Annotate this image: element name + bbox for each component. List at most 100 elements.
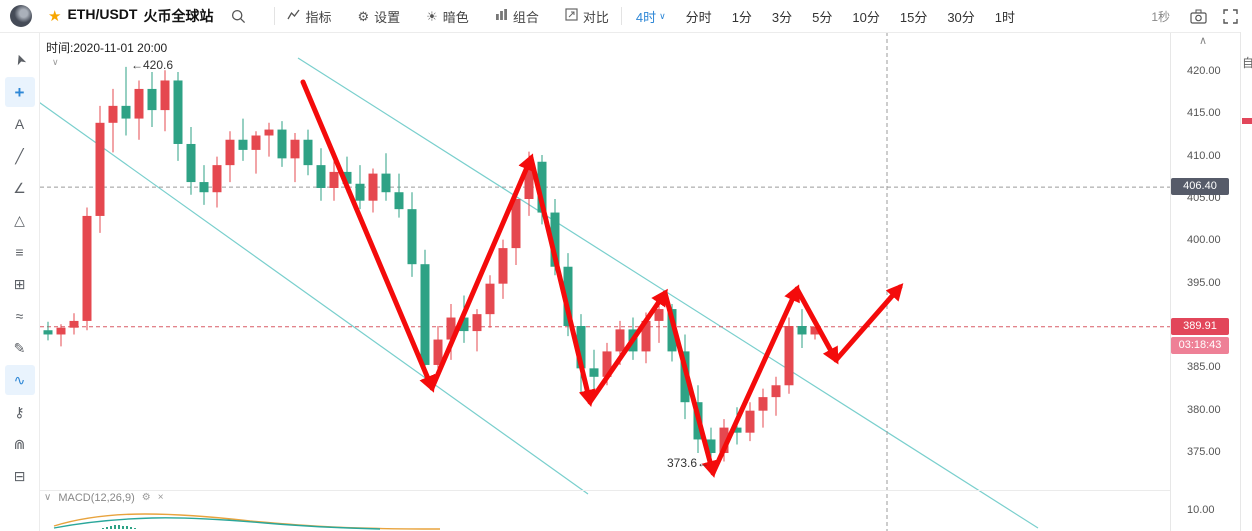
candle — [784, 326, 794, 386]
candle — [719, 427, 729, 454]
tool-button-settings[interactable]: ⚙ 设置 — [357, 7, 400, 26]
candle — [472, 314, 482, 332]
candle — [641, 320, 651, 352]
timeframe-label: 分时 — [685, 9, 712, 25]
price-axis[interactable]: ∧ 10.00 420.00 415.00 410.00 405.00 400.00 39… — [1170, 32, 1241, 531]
timeframe-button[interactable]: 10分 — [852, 7, 879, 26]
macd-label: MACD(12,26,9) — [58, 492, 135, 504]
draw-tool-trend-line[interactable]: ╱ — [5, 141, 35, 171]
fullscreen-icon[interactable] — [1223, 8, 1238, 24]
macd-settings-icon[interactable]: ⚙ — [141, 492, 151, 503]
draw-tool-grid[interactable]: ⊞ — [5, 269, 35, 299]
chart-tools-group: 指标 ⚙ 设置 ☀ 暗色 组合 对比 — [287, 7, 609, 26]
tool-button-indicators[interactable]: 指标 — [287, 7, 331, 26]
timeframe-button[interactable]: 分时 — [686, 7, 712, 26]
cursor-icon: ➤ — [9, 51, 30, 69]
candle — [771, 385, 781, 398]
candle — [550, 212, 560, 267]
draw-tool-magnet[interactable]: ⋒ — [5, 429, 35, 459]
candle — [511, 199, 521, 249]
draw-tool-brush[interactable]: ✎ — [5, 333, 35, 363]
draw-tool-crosshair[interactable]: + — [4, 77, 35, 107]
timeframe-button[interactable]: 3分 — [772, 7, 792, 26]
crosshair-time-label: 时间:2020-11-01 20:00 — [46, 41, 168, 55]
camera-icon[interactable] — [1190, 9, 1207, 24]
macd-curves — [53, 513, 441, 530]
symbol-title: ETH/USDT 火币全球站 — [67, 6, 213, 26]
favorite-star-icon[interactable]: ★ — [48, 8, 62, 25]
timeframe-button[interactable]: 15分 — [900, 7, 927, 26]
timeframe-button[interactable]: 1分 — [732, 7, 752, 26]
price-axis-label: 420.00 — [1187, 65, 1221, 77]
tool-label: 暗色 — [442, 9, 469, 25]
candle — [316, 165, 326, 188]
candle — [420, 264, 430, 365]
price-axis-label: 375.00 — [1187, 446, 1221, 458]
draw-tool-panel[interactable]: ⊟ — [5, 461, 35, 491]
tool-button-dark-mode[interactable]: ☀ 暗色 — [426, 7, 469, 26]
timeframe-label: 1时 — [994, 9, 1016, 25]
timeframe-label: 1分 — [731, 9, 752, 25]
draw-tool-shapes[interactable]: △ — [5, 205, 35, 235]
price-axis-label: 395.00 — [1187, 276, 1221, 289]
parallel-lines-icon: ≡ — [15, 244, 24, 260]
settings-icon: ⚙ — [357, 8, 370, 24]
edge-panel-text-fragment: 自 — [1242, 54, 1252, 71]
candle — [563, 266, 573, 327]
candle — [108, 105, 118, 123]
timeframe-label: 10分 — [852, 9, 880, 25]
indicators-icon — [287, 8, 300, 24]
pane-collapse-icon[interactable]: ∨ — [52, 57, 59, 67]
tool-button-combine[interactable]: 组合 — [495, 7, 539, 26]
timeframe-button[interactable]: 4时 ∨ — [636, 7, 666, 26]
draw-tool-curve-arrow[interactable]: ∿ — [4, 365, 35, 395]
exchange-name: 火币全球站 — [143, 8, 214, 24]
right-edge-panel[interactable]: 自 — [1240, 32, 1252, 531]
candle — [524, 161, 534, 200]
drawing-toolbar: ➤ + A ╱ ∠ △ ≡ ⊞ ≈ ✎ ∿ ⚷ ⋒ ⊟ — [0, 33, 40, 531]
candle — [121, 105, 131, 119]
candle — [381, 173, 391, 193]
draw-tool-wave[interactable]: ≈ — [5, 301, 35, 331]
trend-arrow-annotation[interactable] — [300, 79, 904, 478]
draw-tool-parallel-lines[interactable]: ≡ — [5, 237, 35, 267]
tick-interval-button[interactable]: 1秒 — [1151, 9, 1170, 24]
candle — [368, 173, 378, 201]
candle — [238, 139, 248, 150]
draw-tool-cursor[interactable]: ➤ — [5, 45, 35, 75]
pane-divider — [40, 490, 1252, 491]
combine-icon — [495, 8, 508, 24]
candle — [355, 183, 365, 201]
draw-tool-fibonacci[interactable]: ∠ — [5, 173, 35, 203]
candle — [394, 192, 404, 210]
draw-tool-text[interactable]: A — [5, 109, 35, 139]
search-icon[interactable] — [231, 9, 246, 24]
candle — [82, 215, 92, 321]
candle — [134, 88, 144, 119]
tool-label: 组合 — [512, 9, 539, 25]
timeframe-label: 30分 — [947, 9, 975, 25]
timeframe-button[interactable]: 5分 — [812, 7, 832, 26]
timeframe-button[interactable]: 1时 — [995, 7, 1015, 26]
macd-close-icon[interactable]: × — [157, 492, 164, 503]
draw-tool-lock[interactable]: ⚷ — [5, 397, 35, 427]
header-toolbar: ★ ETH/USDT 火币全球站 指标 ⚙ 设置 ☀ 暗色 组合 对比 4时 ∨ 分时 1分 3分 5… — [0, 0, 1252, 33]
timeframe-button[interactable]: 30分 — [947, 7, 974, 26]
panel-icon: ⊟ — [13, 468, 26, 484]
axis-collapse-button[interactable]: ∧ — [1199, 35, 1208, 47]
brush-icon: ✎ — [13, 340, 26, 356]
macd-collapse-icon[interactable]: ∨ — [44, 492, 52, 503]
chart-canvas[interactable] — [40, 32, 1170, 531]
macd-axis-value: 10.00 — [1187, 504, 1215, 516]
trend-line-icon: ╱ — [15, 148, 24, 164]
candle — [277, 129, 287, 159]
candle — [290, 139, 300, 159]
timeframe-label: 15分 — [899, 9, 928, 25]
channel-lines — [40, 57, 1039, 529]
tool-button-compare[interactable]: 对比 — [565, 7, 609, 26]
candle — [329, 171, 339, 188]
divider — [274, 7, 276, 25]
candle — [602, 351, 612, 377]
candle — [485, 283, 495, 315]
